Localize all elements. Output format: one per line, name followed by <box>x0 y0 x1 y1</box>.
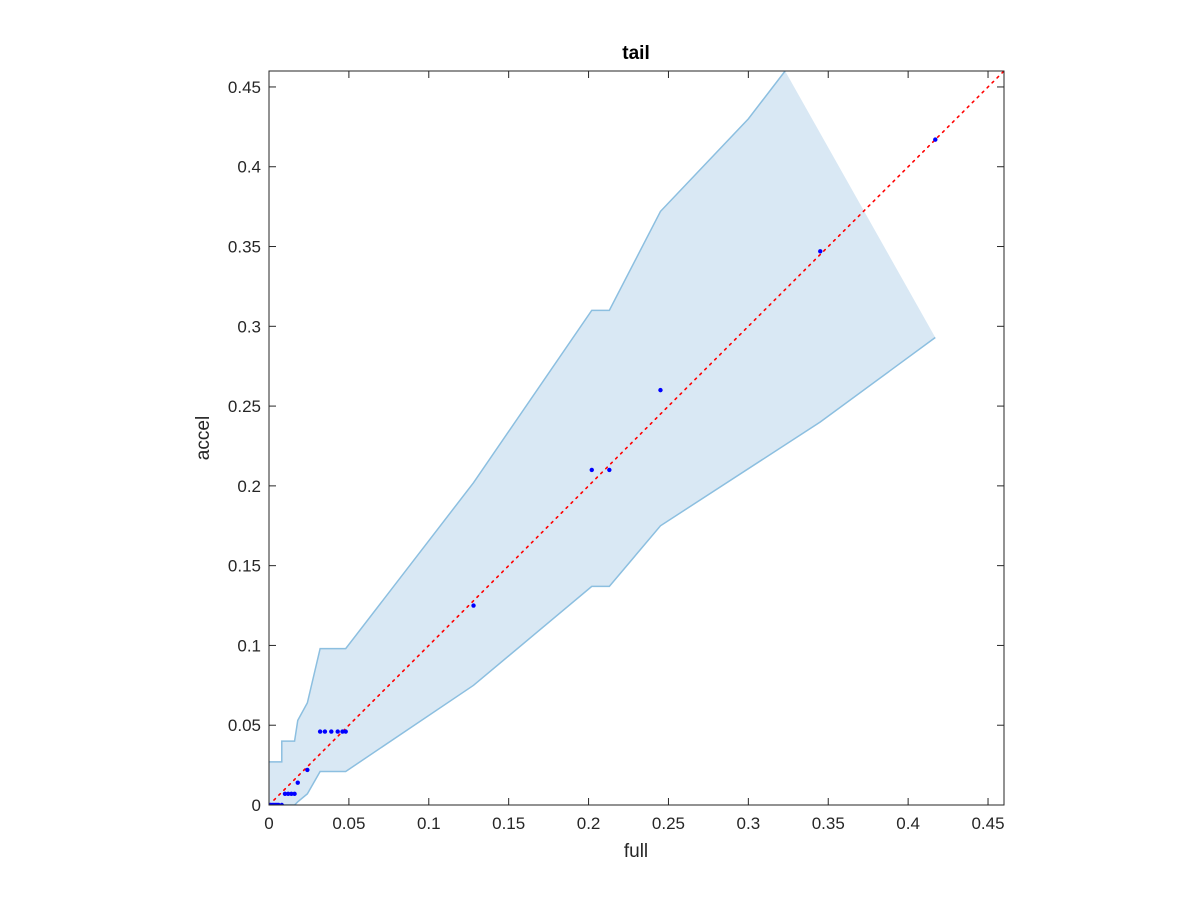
x-tick-label-0: 0 <box>264 814 273 833</box>
data-point-20 <box>471 603 476 608</box>
data-point-12 <box>295 780 300 785</box>
y-tick-label-0: 0 <box>252 796 261 815</box>
x-tick-label-6: 0.3 <box>737 814 761 833</box>
y-axis-label: accel <box>193 416 214 460</box>
data-point-8 <box>282 791 288 797</box>
confidence-band-lower <box>269 336 936 805</box>
x-tick-label-7: 0.35 <box>812 814 845 833</box>
confidence-band-fill <box>269 71 936 805</box>
y-tick-label-4: 0.2 <box>237 477 261 496</box>
y-tick-label-1: 0.05 <box>228 716 261 735</box>
data-point-7 <box>279 802 284 805</box>
x-tick-label-4: 0.2 <box>577 814 601 833</box>
x-tick-label-5: 0.25 <box>652 814 685 833</box>
x-tick-label-9: 0.45 <box>971 814 1004 833</box>
x-axis-label: full <box>624 841 648 862</box>
data-point-10 <box>289 791 294 797</box>
y-tick-label-7: 0.35 <box>228 238 261 257</box>
data-point-22 <box>607 467 612 473</box>
axes-box <box>268 70 1005 806</box>
confidence-band-layer <box>269 71 936 805</box>
ticks-layer: 0 0.05 0.1 0.15 0.2 0.25 0.3 0.35 0.4 0.45 0 0.05 0.… <box>228 71 1005 833</box>
points-layer <box>269 137 938 805</box>
x-tick-label-8: 0.4 <box>896 814 920 833</box>
data-point-24 <box>818 249 823 254</box>
data-point-23 <box>658 387 663 393</box>
confidence-band-upper <box>269 71 786 763</box>
data-point-18 <box>340 729 345 734</box>
data-point-25 <box>933 137 938 142</box>
data-point-19 <box>343 729 348 734</box>
data-point-9 <box>285 791 291 797</box>
data-point-11 <box>292 791 297 797</box>
y-tick-label-3: 0.15 <box>228 557 261 576</box>
y-tick-label-8: 0.4 <box>237 158 261 177</box>
x-tick-label-2: 0.1 <box>417 814 441 833</box>
y-tick-label-5: 0.25 <box>228 397 261 416</box>
data-point-15 <box>322 729 328 734</box>
data-point-17 <box>335 729 340 734</box>
y-tick-label-2: 0.1 <box>237 636 261 655</box>
identity-line-layer <box>269 71 1004 805</box>
data-point-13 <box>305 767 310 773</box>
data-point-21 <box>589 467 594 473</box>
x-tick-label-3: 0.15 <box>492 814 525 833</box>
x-tick-label-1: 0.05 <box>332 814 365 833</box>
y-tick-label-6: 0.3 <box>237 317 261 336</box>
chart-title: tail <box>622 43 649 64</box>
data-point-16 <box>329 729 334 734</box>
identity-line <box>269 71 1004 805</box>
y-tick-label-9: 0.45 <box>228 78 261 97</box>
data-point-14 <box>317 729 323 734</box>
